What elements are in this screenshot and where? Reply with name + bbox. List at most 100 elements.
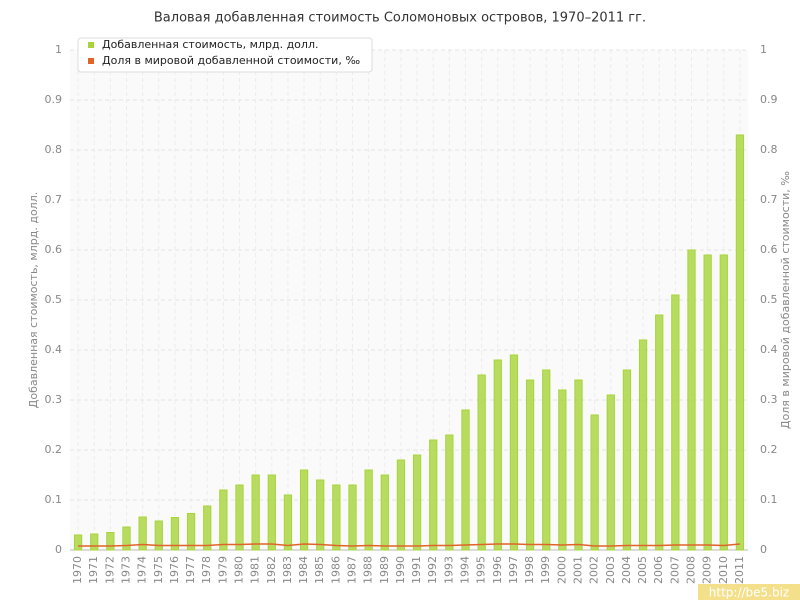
y2-tick-label: 0.5 <box>760 293 778 306</box>
x-tick-label: 1993 <box>442 556 455 584</box>
bar <box>332 484 341 551</box>
x-tick-label: 1984 <box>297 556 310 584</box>
x-tick-label: 2001 <box>572 556 585 584</box>
x-tick-label: 1976 <box>168 556 181 584</box>
x-tick-label: 1986 <box>329 556 342 584</box>
y-tick-label: 0.4 <box>45 343 63 356</box>
y2-tick-label: 0.7 <box>760 193 778 206</box>
x-tick-label: 1994 <box>459 556 472 584</box>
x-tick-label: 2003 <box>604 556 617 584</box>
bar <box>574 379 583 551</box>
bar <box>412 454 422 551</box>
y-tick-label: 0 <box>55 543 62 556</box>
bar <box>703 254 712 551</box>
bar <box>364 469 373 551</box>
bar <box>638 339 648 551</box>
x-tick-label: 1991 <box>410 556 423 584</box>
bar <box>90 533 99 551</box>
x-tick-label: 1971 <box>87 556 100 584</box>
chart-title: Валовая добавленная стоимость Соломоновы… <box>154 11 646 26</box>
bar <box>283 494 293 551</box>
bar <box>106 532 115 551</box>
bar <box>735 134 745 551</box>
x-tick-label: 1997 <box>507 556 520 584</box>
bar <box>525 379 535 551</box>
bar <box>380 474 389 551</box>
y2-tick-label: 0.1 <box>760 493 778 506</box>
bar <box>396 459 406 551</box>
bar <box>267 474 276 551</box>
x-tick-label: 1981 <box>249 556 262 584</box>
bar <box>558 389 567 551</box>
bar <box>655 314 664 551</box>
bar <box>622 369 632 551</box>
line <box>78 543 740 547</box>
y-tick-label: 1 <box>55 43 62 56</box>
y2-tick-label: 0.4 <box>760 343 778 356</box>
x-tick-label: 1979 <box>216 556 229 584</box>
x-tick-label: 2005 <box>636 556 649 584</box>
y2-tick-label: 0.9 <box>760 93 778 106</box>
y-tick-label: 0.2 <box>45 443 63 456</box>
bar <box>316 479 325 551</box>
x-tick-label: 1995 <box>475 556 488 584</box>
bar <box>477 374 486 551</box>
legend: Добавленная стоимость, млрд. долл. Доля в… <box>77 37 373 73</box>
bar <box>493 359 502 551</box>
y2-axis-label: Доля в мировой добавленной стоимости, ‰ <box>779 171 792 429</box>
y-tick-label: 0.7 <box>45 193 63 206</box>
legend-label: Доля в мировой добавленной стоимости, ‰ <box>102 54 360 67</box>
x-tick-label: 1985 <box>313 556 326 584</box>
bar <box>606 394 615 551</box>
y-tick-label: 0.5 <box>45 293 63 306</box>
watermark: http://be5.biz <box>709 586 789 600</box>
x-tick-label: 2004 <box>620 556 633 584</box>
x-tick-label: 2002 <box>588 556 601 584</box>
x-tick-label: 2008 <box>685 556 698 584</box>
x-tick-label: 1996 <box>491 556 504 584</box>
y2-tick-label: 0.3 <box>760 393 778 406</box>
x-tick-label: 1999 <box>539 556 552 584</box>
y-tick-label: 0.8 <box>45 143 63 156</box>
x-tick-label: 2009 <box>701 556 714 584</box>
y-tick-label: 0.1 <box>45 493 63 506</box>
bar <box>138 516 147 551</box>
bar <box>235 484 244 551</box>
x-tick-label: 1992 <box>426 556 439 584</box>
bar <box>671 294 680 551</box>
bar <box>299 469 309 551</box>
watermark-box <box>698 584 800 600</box>
bar <box>73 534 83 551</box>
bar <box>186 513 196 551</box>
x-tick-label: 1987 <box>346 556 359 584</box>
x-tick-label: 2007 <box>668 556 681 584</box>
x-tick-label: 1989 <box>378 556 391 584</box>
legend-swatch <box>88 58 94 64</box>
y2-tick-label: 0 <box>760 543 767 556</box>
x-tick-label: 2000 <box>555 556 568 584</box>
y2-tick-label: 0.2 <box>760 443 778 456</box>
legend-box <box>77 37 373 73</box>
bar <box>687 249 696 551</box>
bar <box>445 434 454 551</box>
x-tick-label: 1972 <box>103 556 116 584</box>
bar <box>719 254 728 551</box>
x-tick-label: 1970 <box>71 556 84 584</box>
bar <box>251 474 260 551</box>
x-tick-label: 1974 <box>136 556 149 584</box>
x-tick-label: 1990 <box>394 556 407 584</box>
bar <box>203 505 212 551</box>
y-tick-label: 0.3 <box>45 393 63 406</box>
bar <box>509 354 519 551</box>
x-tick-label: 2006 <box>652 556 665 584</box>
y-tick-label: 0.9 <box>45 93 63 106</box>
y2-tick-label: 1 <box>760 43 767 56</box>
x-tick-label: 1988 <box>362 556 375 584</box>
x-tick-label: 1982 <box>265 556 278 584</box>
x-tick-label: 1975 <box>152 556 165 584</box>
bar <box>542 369 551 551</box>
x-tick-label: 1998 <box>523 556 536 584</box>
bar <box>590 414 599 551</box>
x-tick-label: 1973 <box>120 556 133 584</box>
